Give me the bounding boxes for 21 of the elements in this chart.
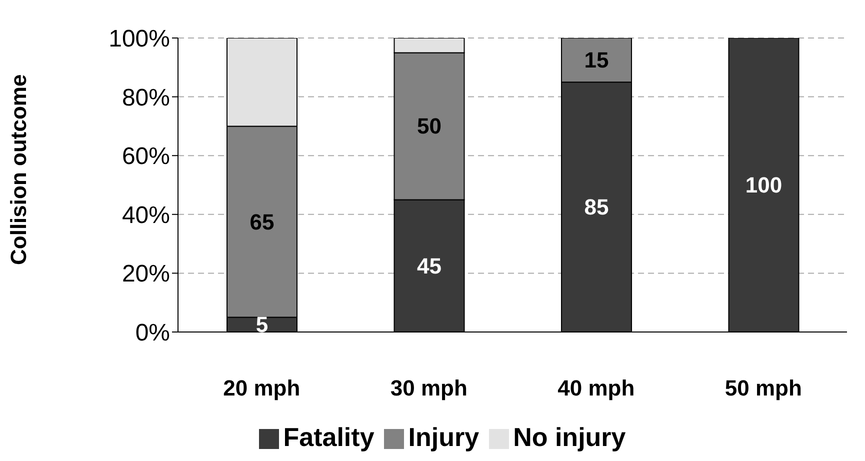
y-axis-title: Collision outcome (6, 74, 31, 265)
data-label: 45 (417, 253, 442, 278)
data-label: 15 (584, 48, 609, 73)
x-tick-label: 30 mph (390, 376, 468, 401)
legend-label: No injury (513, 422, 626, 452)
y-tick-label: 80% (122, 84, 170, 112)
x-tick-label: 20 mph (223, 376, 300, 401)
data-label: 100 (745, 172, 782, 198)
legend-label: Fatality (283, 422, 374, 452)
data-label: 65 (250, 209, 274, 234)
data-label: 50 (417, 114, 442, 139)
legend-label: Injury (408, 422, 480, 452)
y-tick-label: 60% (122, 143, 170, 170)
y-tick-label: 100% (108, 26, 170, 53)
x-tick-label: 50 mph (724, 376, 802, 401)
y-tick-label: 40% (122, 202, 170, 229)
y-tick-label: 20% (122, 260, 170, 288)
y-tick-label: 0% (135, 320, 170, 347)
data-label: 5 (256, 312, 268, 338)
x-tick-label: 40 mph (558, 376, 635, 401)
data-label: 85 (584, 194, 609, 220)
